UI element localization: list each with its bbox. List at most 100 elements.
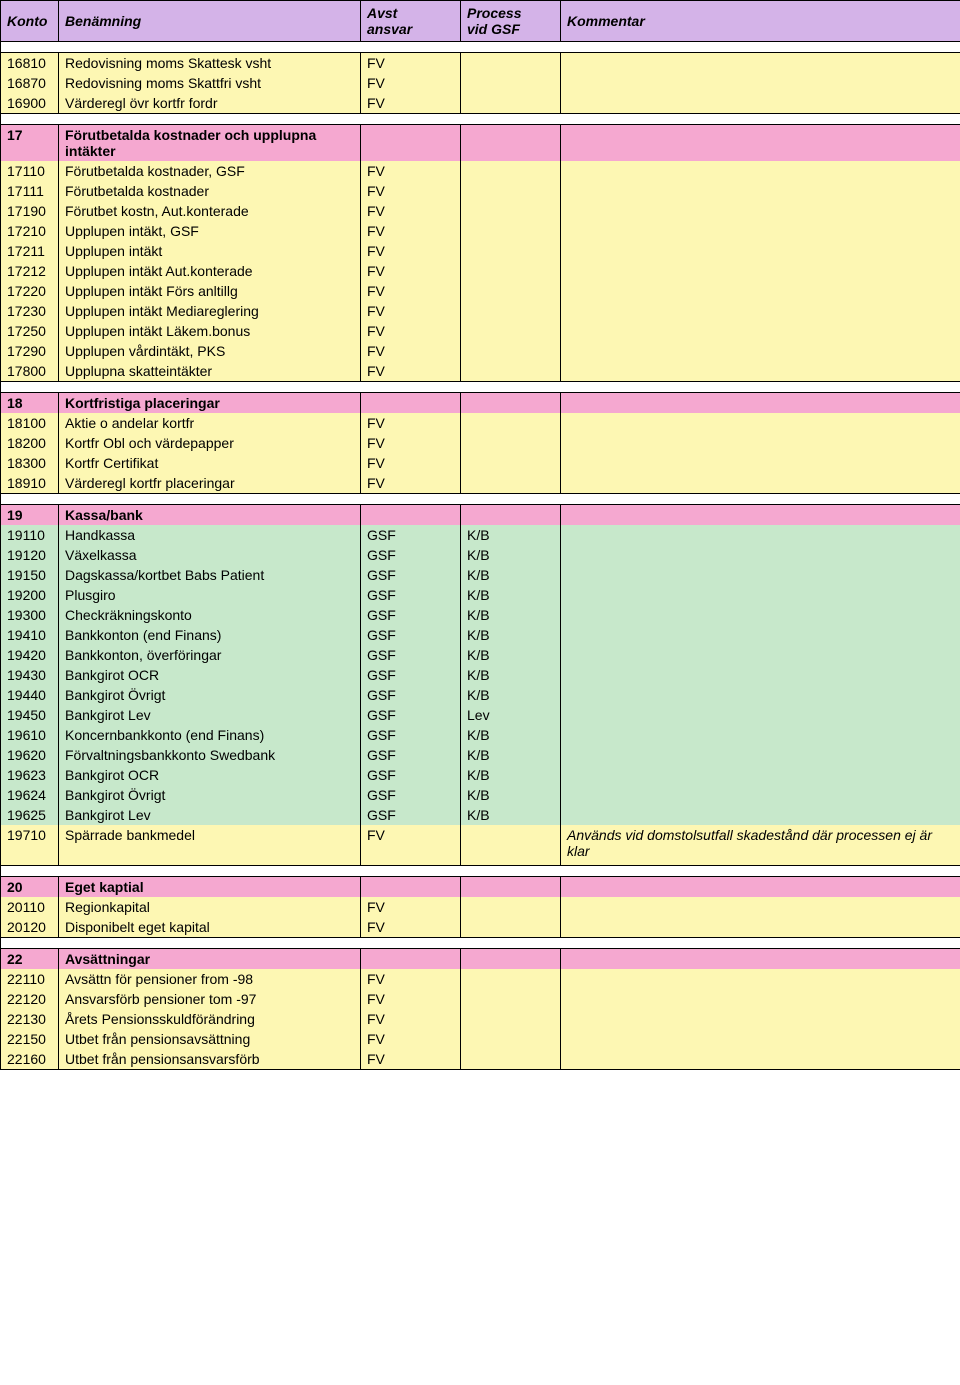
cell-kommentar <box>561 361 960 382</box>
cell-kommentar: Används vid domstolsutfall skadestånd dä… <box>561 825 960 861</box>
cell-process <box>461 261 561 281</box>
cell-konto: 19200 <box>1 585 59 605</box>
cell-konto: 19623 <box>1 765 59 785</box>
cell-process <box>461 969 561 989</box>
cell-konto: 19430 <box>1 665 59 685</box>
cell-avst <box>361 505 461 526</box>
cell-benamning: Ansvarsförb pensioner tom -97 <box>59 989 361 1009</box>
table-row: 16900Värderegl övr kortfr fordrFV <box>1 93 960 114</box>
table-row: 19625Bankgirot LevGSFK/B <box>1 805 960 825</box>
cell-konto: 16870 <box>1 73 59 93</box>
cell-avst: GSF <box>361 685 461 705</box>
cell-konto: 17250 <box>1 321 59 341</box>
cell-konto: 16810 <box>1 53 59 74</box>
table-row: 20110RegionkapitalFV <box>1 897 960 917</box>
table-row: 17290Upplupen vårdintäkt, PKSFV <box>1 341 960 361</box>
table-row: 17250Upplupen intäkt Läkem.bonusFV <box>1 321 960 341</box>
cell-benamning: Upplupen intäkt Aut.konterade <box>59 261 361 281</box>
table-row: 19110HandkassaGSFK/B <box>1 525 960 545</box>
cell-kommentar <box>561 1049 960 1070</box>
cell-benamning: Förutbetalda kostnader, GSF <box>59 161 361 181</box>
cell-process <box>461 321 561 341</box>
cell-benamning: Förutbetalda kostnader och upplupna intä… <box>59 125 361 162</box>
cell-process: K/B <box>461 745 561 765</box>
cell-avst: FV <box>361 53 461 74</box>
cell-avst: FV <box>361 825 461 861</box>
cell-konto: 17111 <box>1 181 59 201</box>
cell-process <box>461 125 561 162</box>
cell-process <box>461 341 561 361</box>
cell-avst: GSF <box>361 765 461 785</box>
cell-konto: 19440 <box>1 685 59 705</box>
table-row: 17111Förutbetalda kostnaderFV <box>1 181 960 201</box>
cell-kommentar <box>561 877 960 898</box>
cell-process <box>461 181 561 201</box>
cell-konto: 22150 <box>1 1029 59 1049</box>
cell-process: K/B <box>461 785 561 805</box>
cell-process <box>461 1049 561 1070</box>
cell-benamning: Förutbet kostn, Aut.konterade <box>59 201 361 221</box>
header-process: Processvid GSF <box>461 1 561 42</box>
table-row: 19440Bankgirot ÖvrigtGSFK/B <box>1 685 960 705</box>
cell-avst: FV <box>361 301 461 321</box>
cell-kommentar <box>561 281 960 301</box>
cell-konto: 19150 <box>1 565 59 585</box>
spacer-cell <box>1 382 960 393</box>
table-row: 17220Upplupen intäkt Förs anltillgFV <box>1 281 960 301</box>
cell-benamning: Eget kaptial <box>59 877 361 898</box>
cell-benamning: Värderegl övr kortfr fordr <box>59 93 361 114</box>
cell-kommentar <box>561 181 960 201</box>
cell-process <box>461 93 561 114</box>
cell-benamning: Dagskassa/kortbet Babs Patient <box>59 565 361 585</box>
cell-benamning: Regionkapital <box>59 897 361 917</box>
table-row: 19Kassa/bank <box>1 505 960 526</box>
table-row: 19430Bankgirot OCRGSFK/B <box>1 665 960 685</box>
cell-konto: 19410 <box>1 625 59 645</box>
table-row: 17190Förutbet kostn, Aut.konteradeFV <box>1 201 960 221</box>
cell-process <box>461 221 561 241</box>
cell-konto: 16900 <box>1 93 59 114</box>
cell-kommentar <box>561 241 960 261</box>
cell-avst: FV <box>361 1029 461 1049</box>
cell-benamning: Spärrade bankmedel <box>59 825 361 861</box>
cell-kommentar <box>561 949 960 970</box>
cell-process <box>461 949 561 970</box>
cell-process <box>461 73 561 93</box>
table-row: 22120Ansvarsförb pensioner tom -97FV <box>1 989 960 1009</box>
cell-konto: 17212 <box>1 261 59 281</box>
table-row: 19624Bankgirot ÖvrigtGSFK/B <box>1 785 960 805</box>
cell-process: K/B <box>461 525 561 545</box>
table-row: 17212Upplupen intäkt Aut.konteradeFV <box>1 261 960 281</box>
table-row: 22160Utbet från pensionsansvarsförbFV <box>1 1049 960 1070</box>
spacer-cell <box>1 114 960 125</box>
cell-benamning: Redovisning moms Skattesk vsht <box>59 53 361 74</box>
cell-kommentar <box>561 989 960 1009</box>
cell-konto: 19300 <box>1 605 59 625</box>
cell-avst: GSF <box>361 725 461 745</box>
cell-avst: FV <box>361 1009 461 1029</box>
cell-process: K/B <box>461 565 561 585</box>
cell-benamning: Värderegl kortfr placeringar <box>59 473 361 494</box>
header-avst: Avstansvar <box>361 1 461 42</box>
cell-avst: FV <box>361 989 461 1009</box>
table-row: 19120VäxelkassaGSFK/B <box>1 545 960 565</box>
cell-kommentar <box>561 453 960 473</box>
cell-konto: 20120 <box>1 917 59 938</box>
cell-kommentar <box>561 261 960 281</box>
cell-konto: 17800 <box>1 361 59 382</box>
table-row: 22110Avsättn för pensioner from -98FV <box>1 969 960 989</box>
cell-process: K/B <box>461 685 561 705</box>
cell-konto: 19110 <box>1 525 59 545</box>
table-row: 18100Aktie o andelar kortfrFV <box>1 413 960 433</box>
cell-kommentar <box>561 917 960 938</box>
table-row: 19620Förvaltningsbankkonto SwedbankGSFK/… <box>1 745 960 765</box>
cell-process: K/B <box>461 545 561 565</box>
cell-benamning: Bankgirot OCR <box>59 765 361 785</box>
cell-process <box>461 917 561 938</box>
cell-kommentar <box>561 73 960 93</box>
accounts-table: KontoBenämningAvstansvarProcessvid GSFKo… <box>0 0 960 1070</box>
cell-avst: FV <box>361 261 461 281</box>
cell-benamning: Årets Pensionsskuldförändring <box>59 1009 361 1029</box>
cell-process <box>461 161 561 181</box>
cell-process <box>461 505 561 526</box>
